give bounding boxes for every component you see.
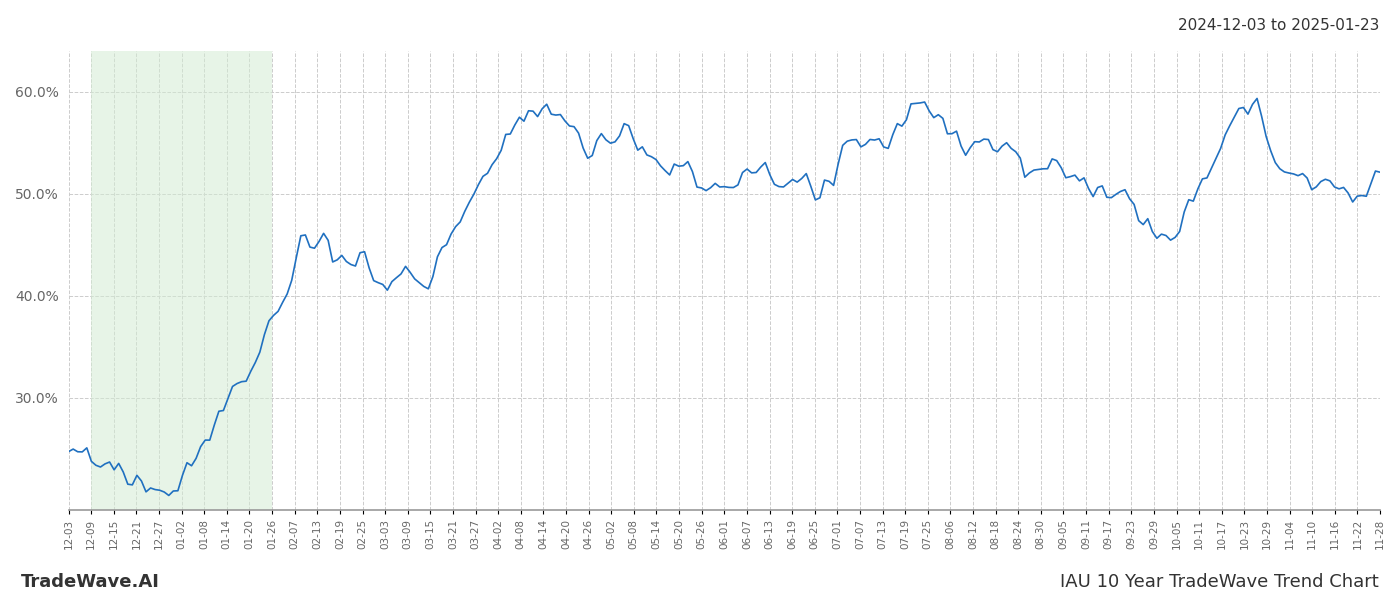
Text: TradeWave.AI: TradeWave.AI bbox=[21, 573, 160, 591]
Text: 2024-12-03 to 2025-01-23: 2024-12-03 to 2025-01-23 bbox=[1177, 18, 1379, 33]
Bar bbox=[91, 51, 272, 510]
Text: IAU 10 Year TradeWave Trend Chart: IAU 10 Year TradeWave Trend Chart bbox=[1060, 573, 1379, 591]
